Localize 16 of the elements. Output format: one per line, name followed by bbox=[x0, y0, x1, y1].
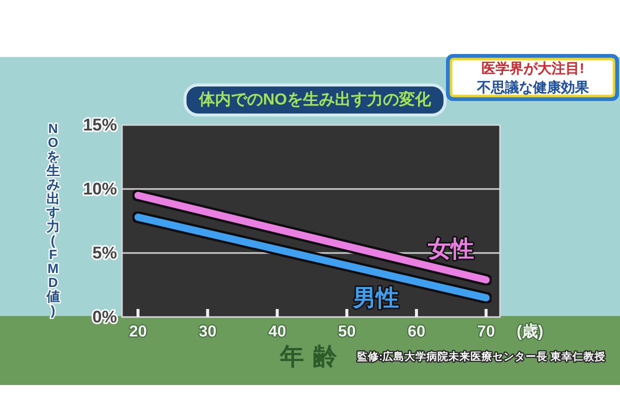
x-tick-label: 20 bbox=[129, 324, 148, 340]
text: (歳) bbox=[516, 322, 544, 340]
text: 不思議な健康効果 bbox=[476, 79, 590, 95]
x-tick-label: 60 bbox=[408, 324, 426, 340]
x-axis-title: 年齢 bbox=[279, 344, 346, 370]
x-tick-label: 70 bbox=[477, 324, 496, 340]
chart-title: 体内でのNOを生み出す力の変化 bbox=[198, 90, 432, 108]
x-tick-label: 40 bbox=[268, 324, 286, 340]
y-tick-label: 15% bbox=[82, 116, 117, 134]
y-tick-label: 5% bbox=[92, 244, 117, 262]
text: 監修:広島大学病院未来医療センター長 東幸仁教授 bbox=[357, 350, 606, 363]
y-tick-label: 10% bbox=[82, 180, 117, 198]
x-tick-label: 30 bbox=[198, 324, 217, 340]
text: 医学界が大注目! bbox=[482, 60, 584, 76]
x-tick-label: 50 bbox=[338, 324, 356, 340]
text: NOを生み出す力(FMD値) bbox=[46, 120, 60, 318]
